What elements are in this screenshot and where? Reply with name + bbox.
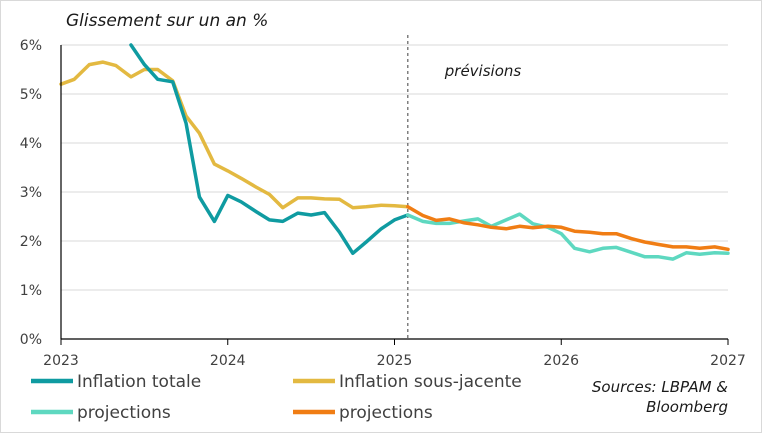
y-tick-label: 0% [20,332,42,348]
series-line-0 [129,43,410,256]
y-tick-label: 6% [20,38,42,54]
legend-label-3: projections [339,403,433,423]
chart-title: Glissement sur un an % [66,11,268,31]
x-tick-label: 2026 [543,353,579,369]
legend-label-1: Inflation sous-jacente [339,372,522,392]
x-tick-label: 2027 [710,353,746,369]
legend-label-2: projections [77,403,171,423]
legend-label-0: Inflation totale [77,372,201,392]
y-tick-label: 5% [20,87,42,103]
y-tick-label: 1% [20,283,42,299]
y-tick-label: 3% [20,185,42,201]
x-tick-label: 2025 [377,353,413,369]
series-line-1 [59,60,410,210]
forecast-annotation: prévisions [444,62,522,80]
y-tick-label: 2% [20,234,42,250]
source-note-line-1: Sources: LBPAM & [592,378,728,396]
source-note-line-2: Bloomberg [646,398,728,416]
series-line-3 [406,204,730,252]
y-tick-label: 4% [20,136,42,152]
x-tick-label: 2024 [210,353,246,369]
x-tick-label: 2023 [43,353,79,369]
